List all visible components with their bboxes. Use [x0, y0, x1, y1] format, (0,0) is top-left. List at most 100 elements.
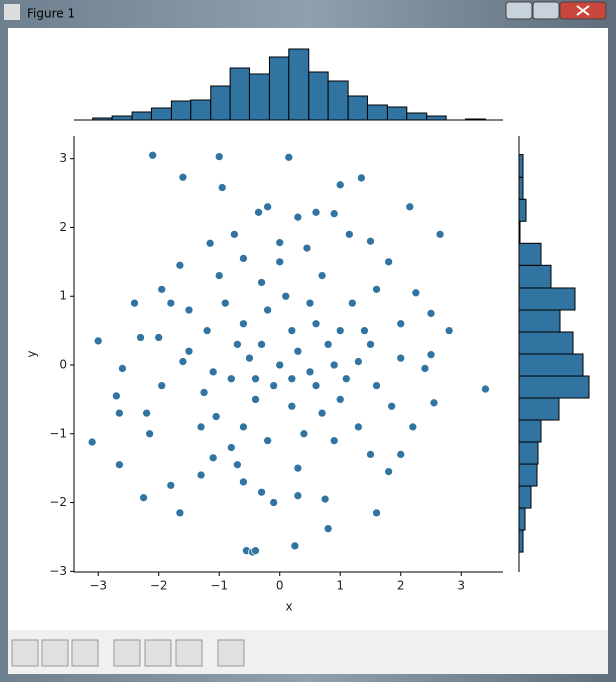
bar	[464, 118, 486, 121]
x-axis-label: x	[285, 600, 292, 614]
point	[233, 340, 242, 349]
point	[387, 401, 397, 411]
x-tick-label: 2	[397, 579, 405, 593]
bar	[518, 242, 542, 266]
forward-button[interactable]	[71, 639, 99, 667]
x-tick-label: −3	[89, 579, 107, 593]
point	[112, 391, 121, 401]
point	[344, 229, 354, 239]
point	[299, 429, 309, 439]
point	[220, 298, 230, 308]
point	[208, 453, 218, 463]
point	[323, 340, 333, 349]
x-tick-label: 3	[457, 579, 465, 593]
point	[184, 346, 194, 356]
maximize-button[interactable]	[532, 1, 560, 20]
point	[420, 364, 430, 373]
point	[239, 422, 248, 432]
point	[239, 254, 248, 263]
point	[444, 326, 454, 335]
home-button[interactable]	[11, 639, 39, 667]
bar	[111, 115, 133, 121]
toolbar-buttons	[11, 639, 245, 667]
point	[317, 271, 327, 280]
point	[178, 357, 188, 366]
point	[178, 172, 188, 182]
point	[257, 340, 266, 349]
point	[323, 524, 333, 534]
bar	[518, 331, 574, 355]
point	[184, 305, 194, 315]
minimize-button[interactable]	[505, 1, 533, 20]
x-tick-label: −1	[210, 579, 228, 593]
bar	[386, 106, 408, 121]
point	[205, 238, 215, 248]
pan-button[interactable]	[113, 639, 141, 667]
point	[130, 298, 139, 308]
point	[302, 243, 312, 253]
bar	[308, 71, 329, 121]
point	[429, 398, 439, 408]
point	[175, 508, 185, 518]
point	[166, 298, 176, 308]
point	[384, 467, 393, 476]
point	[263, 202, 272, 212]
bar	[518, 198, 527, 222]
point	[136, 333, 145, 342]
point	[320, 494, 330, 504]
point	[329, 436, 339, 445]
toolbar	[8, 630, 608, 674]
point	[245, 353, 254, 363]
point	[305, 298, 315, 308]
point	[347, 298, 357, 308]
point	[481, 384, 490, 394]
point	[435, 229, 445, 239]
y-tick-label: −2	[49, 495, 67, 509]
back-button[interactable]	[41, 639, 69, 667]
bar	[518, 264, 552, 289]
point	[287, 401, 297, 411]
save-button[interactable]	[217, 639, 245, 667]
bar	[248, 73, 270, 121]
bar	[518, 220, 521, 244]
point	[115, 408, 124, 418]
point	[226, 374, 236, 384]
point	[354, 422, 363, 432]
point	[372, 508, 381, 518]
point	[269, 498, 279, 507]
bar	[190, 99, 212, 121]
point	[208, 367, 218, 377]
point	[254, 207, 263, 217]
point	[329, 209, 339, 219]
bar	[426, 115, 447, 121]
point	[335, 180, 345, 190]
bar	[288, 48, 310, 121]
y-tick-label: 3	[59, 151, 67, 165]
close-icon	[576, 5, 590, 16]
point	[142, 408, 151, 418]
configure-button[interactable]	[175, 639, 203, 667]
point	[239, 477, 248, 487]
point	[372, 381, 381, 390]
point	[426, 350, 436, 360]
point	[311, 381, 321, 390]
point	[305, 367, 315, 377]
y-tick-label: 1	[59, 289, 67, 303]
point	[329, 360, 339, 370]
zoom-button[interactable]	[144, 639, 172, 667]
bar	[518, 287, 576, 311]
point	[281, 291, 291, 301]
point	[139, 493, 148, 503]
point	[115, 460, 124, 470]
bar	[518, 176, 524, 200]
point	[360, 326, 369, 335]
x-tick-label: −2	[150, 579, 168, 593]
point	[284, 152, 294, 162]
bar	[518, 441, 539, 465]
x-tick-label: 0	[276, 579, 284, 593]
bar	[131, 111, 152, 121]
bar	[518, 529, 524, 553]
bar	[229, 67, 250, 121]
bar	[347, 95, 368, 121]
